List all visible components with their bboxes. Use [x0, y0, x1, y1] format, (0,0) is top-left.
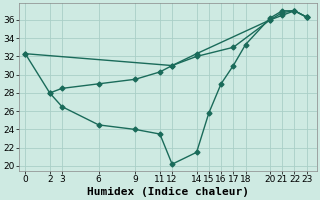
X-axis label: Humidex (Indice chaleur): Humidex (Indice chaleur)	[87, 186, 249, 197]
